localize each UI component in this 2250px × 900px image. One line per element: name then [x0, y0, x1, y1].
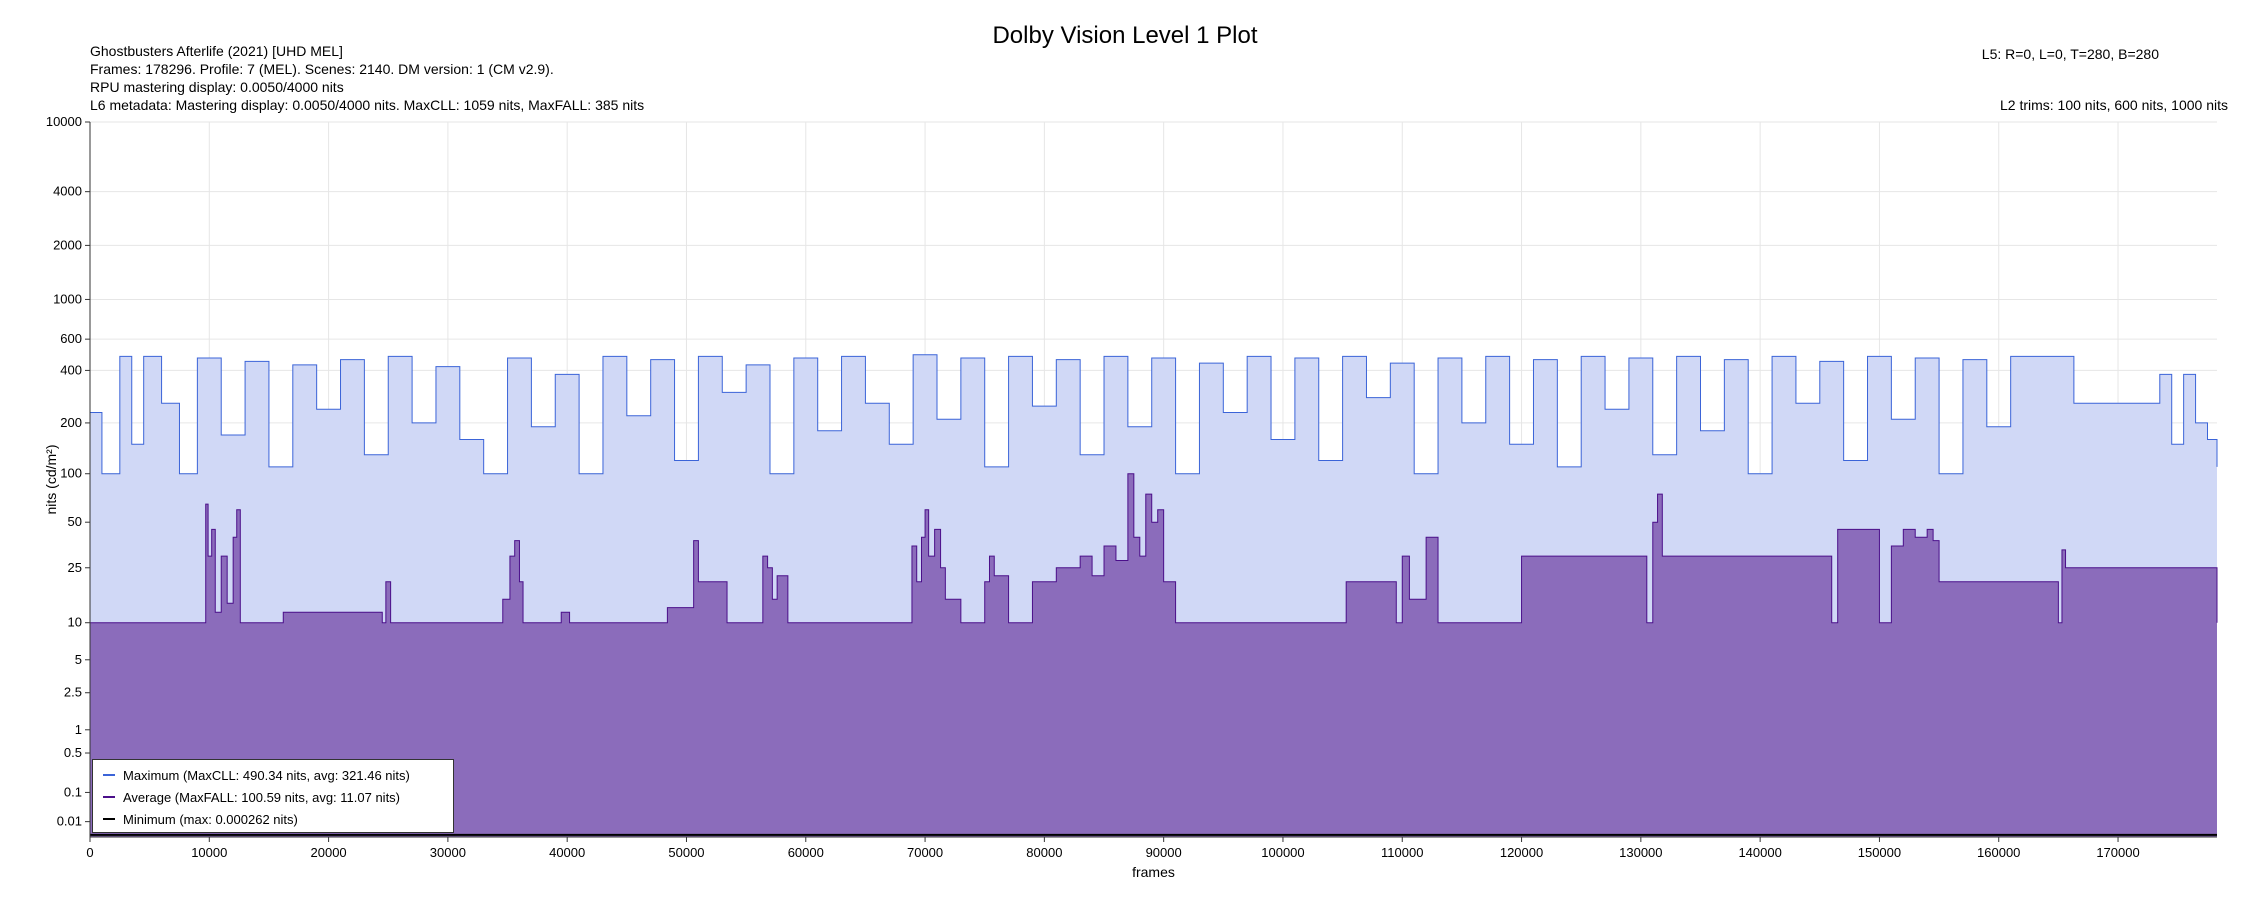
y-tick-label: 0.01	[57, 814, 82, 829]
legend: Maximum (MaxCLL: 490.34 nits, avg: 321.4…	[92, 759, 454, 833]
legend-swatch-average	[103, 796, 115, 798]
l2-info: L2 trims: 100 nits, 600 nits, 1000 nits	[1999, 97, 2228, 113]
y-tick-label: 4000	[53, 184, 82, 199]
y-tick-label: 0.1	[64, 784, 82, 799]
legend-swatch-maximum	[103, 774, 115, 776]
y-axis-label: nits (cd/m²)	[43, 445, 59, 515]
y-tick-label: 10	[68, 615, 82, 630]
info-line-rpu: RPU mastering display: 0.0050/4000 nits	[90, 79, 344, 95]
y-tick-label: 1000	[53, 291, 82, 306]
l5-info: L5: R=0, L=0, T=280, B=280	[1981, 46, 2159, 62]
y-tick-label: 200	[60, 415, 82, 430]
legend-item-maximum: Maximum (MaxCLL: 490.34 nits, avg: 321.4…	[103, 764, 453, 786]
legend-label-average: Average (MaxFALL: 100.59 nits, avg: 11.0…	[123, 789, 401, 805]
x-tick-label: 170000	[2096, 845, 2139, 860]
x-tick-label: 110000	[1381, 845, 1423, 860]
average-area	[90, 473, 2217, 837]
info-line-title: Ghostbusters Afterlife (2021) [UHD MEL]	[90, 43, 343, 59]
x-tick-label: 50000	[668, 845, 704, 860]
x-tick-label: 120000	[1500, 845, 1543, 860]
legend-item-minimum: Minimum (max: 0.000262 nits)	[103, 808, 453, 830]
x-tick-label: 70000	[907, 845, 943, 860]
legend-swatch-minimum	[103, 818, 115, 820]
y-tick-label: 25	[68, 560, 82, 575]
chart-title: Dolby Vision Level 1 Plot	[992, 22, 1258, 49]
x-axis-label: frames	[1132, 864, 1175, 880]
x-tick-label: 160000	[1977, 845, 2020, 860]
y-tick-label: 1	[75, 722, 82, 737]
info-line-frames: Frames: 178296. Profile: 7 (MEL). Scenes…	[90, 61, 554, 77]
legend-label-maximum: Maximum (MaxCLL: 490.34 nits, avg: 321.4…	[123, 767, 410, 783]
y-tick-label: 100	[60, 466, 82, 481]
info-line-l6: L6 metadata: Mastering display: 0.0050/4…	[90, 97, 645, 113]
x-tick-label: 30000	[430, 845, 466, 860]
legend-label-minimum: Minimum (max: 0.000262 nits)	[123, 811, 298, 827]
x-tick-label: 130000	[1619, 845, 1662, 860]
y-tick-label: 2000	[53, 237, 82, 252]
average-line	[90, 473, 2218, 624]
x-tick-label: 40000	[549, 845, 585, 860]
legend-item-average: Average (MaxFALL: 100.59 nits, avg: 11.0…	[103, 786, 453, 808]
x-tick-label: 60000	[788, 845, 824, 860]
y-tick-label: 5	[75, 652, 82, 667]
x-tick-label: 150000	[1858, 845, 1901, 860]
y-tick-label: 600	[60, 331, 82, 346]
y-tick-label: 0.5	[64, 745, 82, 760]
x-tick-label: 0	[86, 845, 93, 860]
y-tick-label: 400	[60, 362, 82, 377]
x-tick-label: 10000	[191, 845, 227, 860]
x-tick-label: 80000	[1026, 845, 1062, 860]
x-tick-label: 20000	[311, 845, 347, 860]
y-tick-label: 2.5	[64, 685, 82, 700]
x-tick-label: 140000	[1738, 845, 1781, 860]
x-tick-label: 90000	[1146, 845, 1182, 860]
x-tick-label: 100000	[1261, 845, 1304, 860]
maximum-line	[90, 354, 2218, 475]
chart-info-block: Ghostbusters Afterlife (2021) [UHD MEL] …	[90, 42, 644, 114]
y-tick-label: 10000	[46, 114, 82, 129]
y-tick-label: 50	[68, 514, 82, 529]
